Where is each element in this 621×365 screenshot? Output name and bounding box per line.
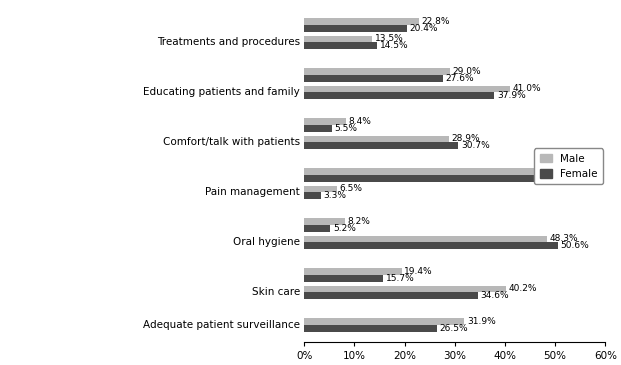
Bar xyxy=(304,18,419,25)
Bar xyxy=(304,168,559,175)
Text: 41.0%: 41.0% xyxy=(512,84,541,93)
Text: 50.7%: 50.7% xyxy=(561,167,590,176)
Legend: Male, Female: Male, Female xyxy=(535,149,603,184)
Text: Adequate patient surveillance: Adequate patient surveillance xyxy=(143,320,300,330)
Text: 20.4%: 20.4% xyxy=(409,24,438,33)
Bar xyxy=(304,242,558,249)
Text: 27.6%: 27.6% xyxy=(445,74,474,83)
Text: 40.2%: 40.2% xyxy=(509,284,537,293)
Text: 14.5%: 14.5% xyxy=(379,41,408,50)
Text: 15.7%: 15.7% xyxy=(386,274,414,283)
Text: 50.4%: 50.4% xyxy=(560,174,588,183)
Text: 30.7%: 30.7% xyxy=(461,141,489,150)
Text: Comfort/talk with patients: Comfort/talk with patients xyxy=(163,137,300,147)
Bar xyxy=(304,142,458,149)
Bar xyxy=(304,92,494,99)
Bar xyxy=(304,325,437,332)
Text: 8.2%: 8.2% xyxy=(348,217,371,226)
Text: 48.3%: 48.3% xyxy=(549,234,578,243)
Bar xyxy=(304,68,450,75)
Bar xyxy=(304,218,345,225)
Bar xyxy=(304,192,321,199)
Text: 50.6%: 50.6% xyxy=(561,241,589,250)
Text: Educating patients and family: Educating patients and family xyxy=(143,87,300,97)
Text: 19.4%: 19.4% xyxy=(404,267,433,276)
Bar xyxy=(304,292,478,299)
Bar xyxy=(304,25,407,32)
Text: Pain management: Pain management xyxy=(206,187,300,197)
Text: Oral hygiene: Oral hygiene xyxy=(233,237,300,247)
Text: Treatments and procedures: Treatments and procedures xyxy=(157,37,300,47)
Bar xyxy=(304,42,377,49)
Bar xyxy=(304,185,337,192)
Bar xyxy=(304,235,546,242)
Bar xyxy=(304,125,332,132)
Bar xyxy=(304,268,402,275)
Text: 29.0%: 29.0% xyxy=(452,67,481,76)
Bar xyxy=(304,85,510,92)
Bar xyxy=(304,318,465,325)
Bar xyxy=(304,75,443,82)
Bar xyxy=(304,35,372,42)
Bar xyxy=(304,225,330,232)
Text: 13.5%: 13.5% xyxy=(374,34,403,43)
Text: 22.8%: 22.8% xyxy=(421,17,450,26)
Bar xyxy=(304,285,506,292)
Text: 8.4%: 8.4% xyxy=(349,117,372,126)
Bar xyxy=(304,275,383,282)
Bar xyxy=(304,118,347,125)
Text: 34.6%: 34.6% xyxy=(481,291,509,300)
Text: 3.3%: 3.3% xyxy=(324,191,347,200)
Text: 5.2%: 5.2% xyxy=(333,224,356,233)
Text: 26.5%: 26.5% xyxy=(440,324,468,333)
Bar xyxy=(304,135,449,142)
Text: Skin care: Skin care xyxy=(252,287,300,297)
Text: 37.9%: 37.9% xyxy=(497,91,526,100)
Text: 6.5%: 6.5% xyxy=(339,184,362,193)
Bar xyxy=(304,175,557,182)
Text: 28.9%: 28.9% xyxy=(451,134,481,143)
Text: 31.9%: 31.9% xyxy=(467,317,496,326)
Text: 5.5%: 5.5% xyxy=(334,124,357,133)
